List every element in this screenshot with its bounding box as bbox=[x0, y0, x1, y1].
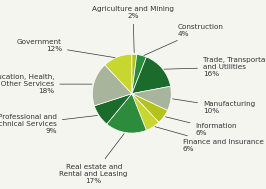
Text: Construction
4%: Construction 4% bbox=[144, 24, 223, 55]
Wedge shape bbox=[132, 86, 171, 110]
Wedge shape bbox=[132, 57, 171, 94]
Wedge shape bbox=[132, 54, 137, 94]
Text: Finance and Insurance
6%: Finance and Insurance 6% bbox=[155, 127, 264, 152]
Wedge shape bbox=[105, 54, 132, 94]
Text: Trade, Transportation,
and Utilities
16%: Trade, Transportation, and Utilities 16% bbox=[164, 57, 266, 77]
Text: Professional and
Technical Services
9%: Professional and Technical Services 9% bbox=[0, 114, 97, 134]
Wedge shape bbox=[92, 65, 132, 106]
Wedge shape bbox=[94, 94, 132, 124]
Wedge shape bbox=[132, 94, 159, 130]
Text: Education, Health,
and Other Services
18%: Education, Health, and Other Services 18… bbox=[0, 74, 92, 94]
Wedge shape bbox=[132, 94, 168, 122]
Wedge shape bbox=[132, 54, 146, 94]
Text: Agriculture and Mining
2%: Agriculture and Mining 2% bbox=[92, 6, 174, 53]
Wedge shape bbox=[107, 94, 146, 133]
Text: Manufacturing
10%: Manufacturing 10% bbox=[173, 99, 255, 114]
Text: Real estate and
Rental and Leasing
17%: Real estate and Rental and Leasing 17% bbox=[59, 134, 128, 184]
Text: Information
6%: Information 6% bbox=[165, 117, 237, 136]
Text: Government
12%: Government 12% bbox=[17, 39, 115, 58]
